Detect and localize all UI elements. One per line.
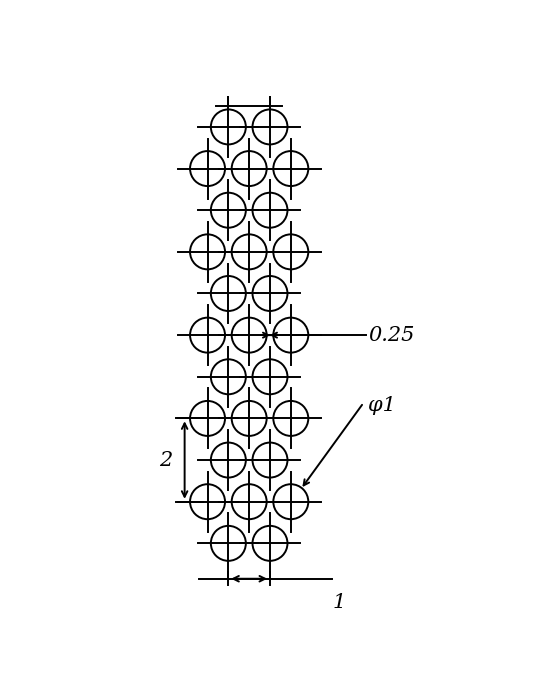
Text: 1: 1: [333, 594, 345, 612]
Text: 2: 2: [159, 451, 172, 470]
Text: 0.25: 0.25: [368, 326, 414, 345]
Text: φ1: φ1: [368, 396, 396, 416]
